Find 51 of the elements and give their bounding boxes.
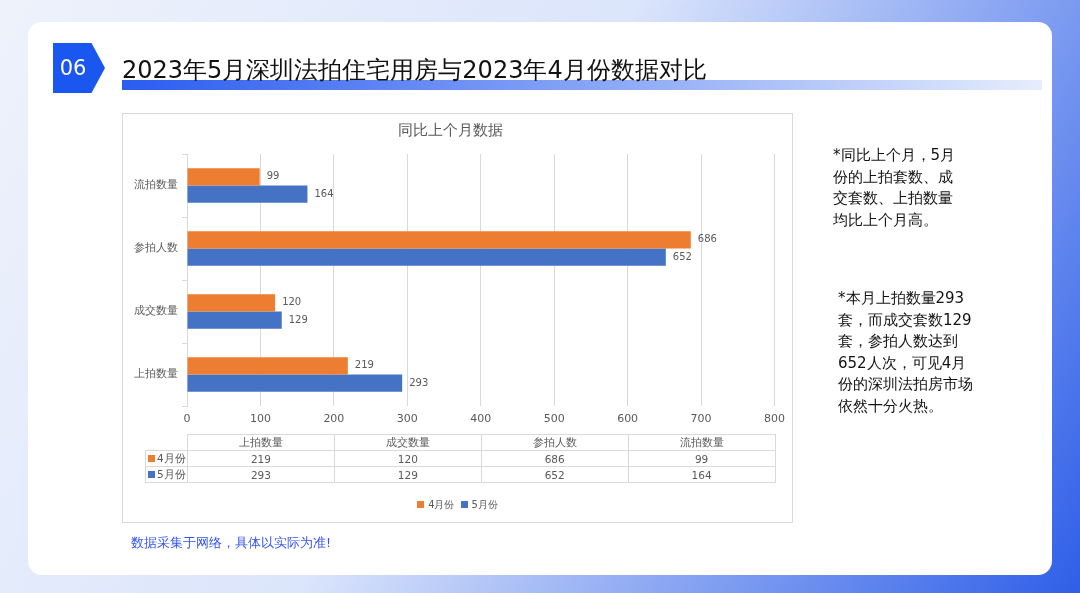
x-tick-label: 200: [323, 412, 345, 426]
text: *本月上拍数量293套，而成交套数129套，参拍人数达到652人次，可见4月份的深圳法拍房市场依然十分火热。: [838, 288, 973, 417]
data-label: 99: [266, 170, 280, 182]
data-label: 120: [282, 296, 302, 308]
data-label: 129: [334, 466, 482, 483]
data-label: 129: [288, 313, 308, 325]
bar: [187, 185, 308, 203]
x-tick-label: 700: [690, 412, 712, 426]
x-tick-label: 0: [183, 412, 191, 426]
x-tick-label: 400: [470, 412, 492, 426]
legend-label: 5月份: [470, 498, 498, 512]
y-tick-label: 成交数量: [134, 304, 178, 318]
x-tick-label: 300: [396, 412, 418, 426]
data-label: 652: [481, 466, 629, 483]
category-label: 成交数量: [334, 434, 482, 451]
bar: [187, 248, 666, 266]
y-tick-label: 上拍数量: [134, 367, 178, 381]
bar: [187, 357, 348, 375]
category-label: 上拍数量: [187, 434, 335, 451]
category-label: 参拍人数: [481, 434, 629, 451]
bar: [187, 311, 282, 329]
chart-subtitle: 同比上个月数据: [398, 120, 503, 139]
legend-label: 5月份: [145, 466, 188, 483]
data-label: 99: [628, 450, 775, 467]
data-label: 686: [481, 450, 629, 467]
data-label: 686: [697, 233, 717, 245]
text: *同比上个月，5月份的上拍套数、成交套数、上拍数量均比上个月高。: [833, 145, 957, 231]
x-tick-label: 600: [617, 412, 639, 426]
bar: [187, 374, 403, 392]
y-tick-label: 流拍数量: [134, 178, 178, 192]
data-label: 219: [187, 450, 335, 467]
data-label: 164: [314, 187, 334, 199]
y-tick-label: 参拍人数: [134, 241, 178, 255]
x-tick-label: 800: [764, 412, 785, 426]
legend-label: 4月份: [427, 498, 455, 512]
data-label: 164: [628, 466, 775, 483]
chart-title: 2023年5月深圳法拍住宅用房与2023年4月份数据对比: [122, 55, 707, 85]
text: 06: [58, 55, 88, 81]
data-label: 219: [354, 359, 374, 371]
x-tick-label: 500: [543, 412, 565, 426]
data-label: 293: [409, 376, 429, 388]
data-label: 120: [334, 450, 482, 467]
bar: [187, 168, 260, 186]
bar: [187, 294, 276, 312]
data-label: 652: [672, 250, 692, 262]
data-label: 293: [187, 466, 335, 483]
x-tick-label: 100: [249, 412, 271, 426]
legend-label: 4月份: [145, 450, 188, 467]
category-label: 流拍数量: [628, 434, 775, 451]
text: 数据采集于网络，具体以实际为准!: [131, 535, 332, 551]
bar: [187, 231, 691, 249]
